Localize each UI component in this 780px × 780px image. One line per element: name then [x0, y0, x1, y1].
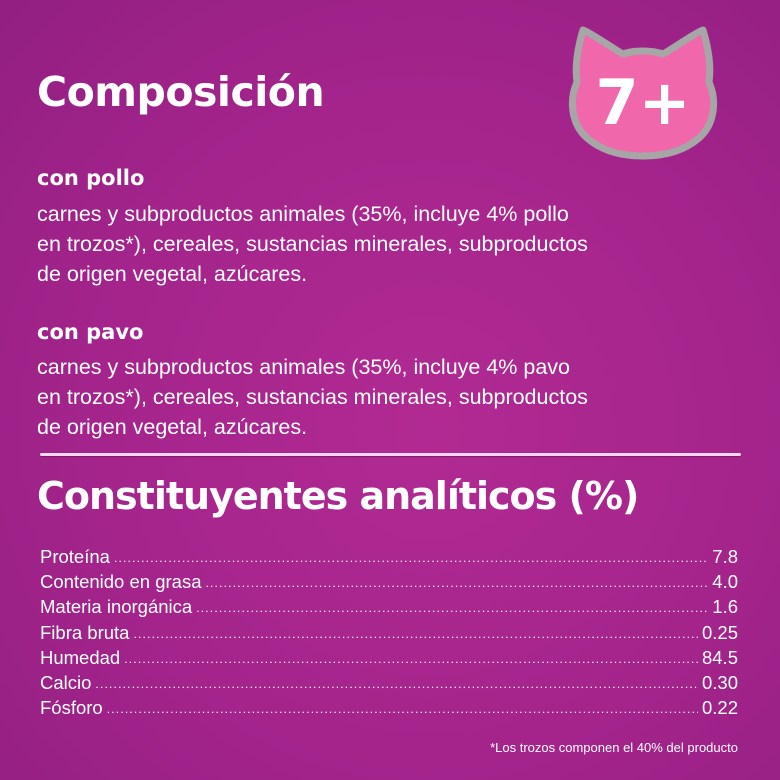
- age-badge: 7+: [563, 20, 723, 160]
- text-line: de origen vegetal, azúcares.: [37, 262, 308, 286]
- cat-head-icon: 7+: [568, 26, 718, 160]
- variant-title-pavo: con pavo: [37, 320, 144, 344]
- table-row: Contenido en grasa .....................…: [40, 571, 738, 596]
- analysis-title: Constituyentes analíticos (%): [37, 474, 639, 518]
- row-label: Proteína: [40, 546, 110, 567]
- leader-dots: ........................................…: [196, 601, 709, 616]
- row-label: Fibra bruta: [40, 621, 130, 643]
- variant-text-pollo: carnes y subproductos animales (35%, inc…: [37, 199, 697, 289]
- row-value: 7.8: [712, 546, 738, 567]
- text-line: carnes y subproductos animales (35%, inc…: [37, 355, 571, 379]
- composition-title: Composición: [37, 68, 325, 116]
- leader-dots: ........................................…: [133, 626, 698, 641]
- footnote: *Los trozos componen el 40% del producto: [490, 740, 738, 755]
- text-line: en trozos*), cereales, sustancias minera…: [37, 385, 588, 409]
- text-line: en trozos*), cereales, sustancias minera…: [37, 232, 588, 256]
- text-line: de origen vegetal, azúcares.: [37, 415, 308, 439]
- analysis-table: Proteína ...............................…: [40, 546, 738, 722]
- row-label: Fósforo: [40, 697, 103, 719]
- row-value: 1.6: [712, 596, 738, 618]
- row-value: 0.25: [701, 621, 738, 643]
- row-value: 0.30: [701, 671, 738, 693]
- leader-dots: ........................................…: [124, 651, 698, 666]
- row-label: Materia inorgánica: [40, 596, 193, 618]
- row-value: 0.22: [701, 697, 738, 719]
- row-label: Humedad: [40, 646, 121, 668]
- variant-title-pollo: con pollo: [37, 166, 145, 190]
- leader-dots: ........................................…: [106, 702, 698, 717]
- text-line: carnes y subproductos animales (35%, inc…: [37, 202, 569, 226]
- row-value: 84.5: [701, 646, 738, 668]
- row-value: 4.0: [712, 571, 738, 593]
- leader-dots: ........................................…: [205, 576, 709, 591]
- table-row: Humedad ................................…: [40, 647, 738, 672]
- table-row: Proteína ...............................…: [40, 546, 738, 571]
- table-row: Calcio .................................…: [40, 672, 738, 697]
- table-row: Fibra bruta ............................…: [40, 622, 738, 647]
- leader-dots: ........................................…: [113, 551, 708, 565]
- variant-text-pavo: carnes y subproductos animales (35%, inc…: [37, 352, 697, 442]
- age-badge-label: 7+: [595, 66, 690, 139]
- section-divider: [40, 453, 741, 456]
- table-row: Fósforo ................................…: [40, 697, 738, 722]
- leader-dots: ........................................…: [95, 676, 698, 691]
- row-label: Calcio: [40, 671, 92, 693]
- row-label: Contenido en grasa: [40, 571, 202, 593]
- table-row: Materia inorgánica .....................…: [40, 596, 738, 621]
